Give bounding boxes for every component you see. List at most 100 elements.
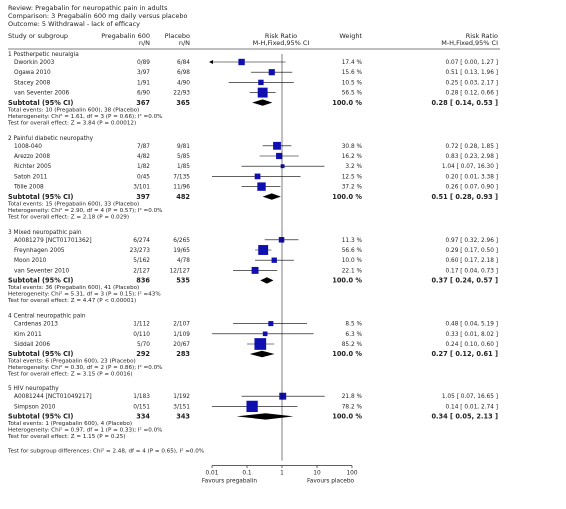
- plot-header: Review: Pregabalin for neuropathic pain …: [8, 4, 187, 28]
- study-weight: 22.1 %: [342, 268, 363, 274]
- study-name: A0081279 [NCT01701362]: [14, 238, 92, 244]
- treatment-column-subheader: n/N: [139, 39, 150, 47]
- treatment-events: 23/273: [130, 248, 151, 254]
- subtotal-control-total: 482: [176, 193, 190, 201]
- control-events: 6/84: [177, 60, 190, 66]
- study-weight: 78.2 %: [342, 404, 363, 410]
- study-weight: 37.2 %: [342, 185, 363, 191]
- study-weight: 6.3 %: [345, 332, 362, 338]
- study-ci: 0.25 [ 0.03, 2.17 ]: [446, 80, 498, 86]
- study-row: A0081244 [NCT01049217] 1/183 1/192 21.8 % 1.…: [14, 392, 498, 400]
- study-row: 1008-040 7/87 9/81 30.8 % 0.72 [ 0.28, 1.85 …: [14, 141, 498, 150]
- study-weight: 11.3 %: [342, 238, 363, 244]
- comparison-title: Comparison: 3 Pregabalin 600 mg daily ve…: [8, 12, 187, 20]
- control-events: 9/81: [177, 144, 190, 150]
- treatment-events: 1/112: [133, 322, 150, 328]
- control-events: 4/90: [177, 80, 190, 86]
- study-ci: 0.20 [ 0.01, 3.38 ]: [446, 174, 498, 180]
- study-ci: 0.60 [ 0.17, 2.18 ]: [446, 258, 498, 264]
- study-marker: [262, 331, 268, 337]
- study-weight: 85.2 %: [342, 342, 363, 348]
- subtotal-label: Subtotal (95% CI): [8, 350, 73, 358]
- study-weight: 3.2 %: [345, 164, 362, 170]
- study-marker: [278, 237, 285, 243]
- study-marker: [258, 79, 264, 86]
- treatment-events: 3/101: [133, 185, 150, 191]
- study-name: van Seventer 2010: [14, 268, 70, 274]
- study-name: Tölle 2008: [13, 185, 44, 191]
- weight-column-header: Weight: [339, 32, 362, 40]
- subgroup-title: 2 Painful diabetic neuropathy: [8, 136, 94, 142]
- ci-column-subheader: M-H,Fixed,95% CI: [441, 39, 498, 47]
- treatment-events: 3/97: [137, 70, 150, 76]
- subgroup-note: Test for overall effect: Z = 2.18 (P = 0…: [7, 214, 129, 220]
- subtotal-row: Subtotal (95% CI) 292 283 100.0 % 0.27 [ 0.1…: [8, 350, 498, 358]
- subtotal-ci: 0.51 [ 0.28, 0.93 ]: [431, 193, 498, 201]
- control-events: 7/135: [173, 174, 190, 180]
- study-row: Ogawa 2010 3/97 6/98 15.6 % 0.51 [ 0.13, 1.9…: [14, 69, 498, 76]
- subtotal-treatment-total: 367: [136, 99, 150, 107]
- axis-tick-label: 0.1: [242, 471, 252, 477]
- subgroup: 5 HIV neuropathy A0081244 [NCT01049217] 1/…: [7, 386, 498, 440]
- subgroup-note: Heterogeneity: Chi² = 2.90, df = 4 (P = …: [8, 207, 162, 214]
- study-marker: [276, 152, 283, 160]
- control-events: 19/65: [173, 248, 190, 254]
- subtotal-row: Subtotal (95% CI) 397 482 100.0 % 0.51 [ 0.2…: [8, 193, 498, 201]
- treatment-events: 0/45: [137, 174, 150, 180]
- axis-tick-label: 100: [346, 471, 357, 477]
- study-ci: 0.14 [ 0.01, 2.74 ]: [446, 404, 498, 410]
- subtotal-label: Subtotal (95% CI): [8, 413, 73, 421]
- control-events: 3/151: [173, 404, 190, 410]
- study-marker: [273, 141, 281, 150]
- study-row: Cardenas 2013 1/112 2/107 8.5 % 0.48 [ 0.04,…: [14, 321, 498, 328]
- subtotal-weight: 100.0 %: [332, 99, 362, 107]
- treatment-events: 7/87: [137, 144, 150, 150]
- study-ci: 0.29 [ 0.17, 0.50 ]: [446, 248, 498, 254]
- study-marker: [257, 182, 266, 191]
- subgroup: 1 Postherpetic neuralgia Dworkin 2003 0/89…: [7, 52, 498, 126]
- review-title: Review: Pregabalin for neuropathic pain …: [8, 4, 168, 12]
- study-name: Simpson 2010: [14, 404, 56, 410]
- control-events: 1/109: [173, 332, 190, 338]
- control-events: 20/67: [173, 342, 190, 348]
- subgroup: 4 Central neuropathic pain Cardenas 2013 1…: [7, 314, 498, 378]
- study-row: van Seventer 2006 6/90 22/93 56.5 % 0.28 [ 0…: [14, 87, 498, 98]
- subgroup-note: Heterogeneity: Chi² = 0.30, df = 2 (P = …: [8, 364, 162, 371]
- subtotal-control-total: 343: [176, 413, 190, 421]
- study-row: Simpson 2010 0/151 3/151 78.2 % 0.14 [ 0.01,…: [14, 400, 498, 413]
- favours-right-label: Favours placebo: [307, 479, 355, 485]
- subtotal-control-total: 283: [176, 350, 190, 358]
- study-weight: 15.6 %: [342, 70, 363, 76]
- ci-column-header: Risk Ratio: [466, 32, 498, 40]
- subtotal-treatment-total: 397: [136, 193, 150, 201]
- study-weight: 12.5 %: [342, 174, 363, 180]
- study-ci: 0.72 [ 0.28, 1.85 ]: [446, 144, 498, 150]
- study-name: van Seventer 2006: [14, 91, 70, 97]
- subgroup-title: 3 Mixed neuropathic pain: [8, 230, 82, 236]
- study-ci: 0.07 [ 0.00, 1.27 ]: [446, 60, 498, 66]
- control-events: 6/265: [173, 238, 190, 244]
- study-name: Stacey 2008: [14, 80, 51, 86]
- control-events: 4/78: [177, 258, 190, 264]
- treatment-events: 0/89: [137, 60, 150, 66]
- treatment-events: 5/162: [133, 258, 150, 264]
- study-row: Moon 2010 5/162 4/78 10.0 % 0.60 [ 0.17, 2.1…: [14, 257, 498, 264]
- study-row: Stacey 2008 1/91 4/90 10.5 % 0.25 [ 0.03, 2.…: [14, 79, 498, 86]
- study-name: Cardenas 2013: [14, 322, 58, 328]
- subtotal-treatment-total: 292: [136, 350, 150, 358]
- control-events: 1/85: [177, 164, 190, 170]
- subgroup-note: Heterogeneity: Chi² = 0.97, df = 1 (P = …: [8, 427, 162, 434]
- study-ci: 0.97 [ 0.32, 2.96 ]: [446, 238, 498, 244]
- subtotal-treatment-total: 836: [136, 277, 150, 285]
- effect-column-header: Risk Ratio: [265, 32, 297, 40]
- subtotal-ci: 0.27 [ 0.12, 0.61 ]: [431, 350, 498, 358]
- subtotal-control-total: 365: [176, 99, 190, 107]
- treatment-events: 1/82: [137, 164, 150, 170]
- summary-diamond: [252, 99, 273, 106]
- treatment-events: 4/82: [137, 154, 150, 160]
- study-weight: 17.4 %: [342, 60, 363, 66]
- outcome-title: Outcome: 5 Withdrawal - lack of efficacy: [8, 20, 140, 28]
- study-marker: [268, 321, 274, 327]
- study-marker: [257, 87, 268, 98]
- study-marker: [254, 338, 267, 350]
